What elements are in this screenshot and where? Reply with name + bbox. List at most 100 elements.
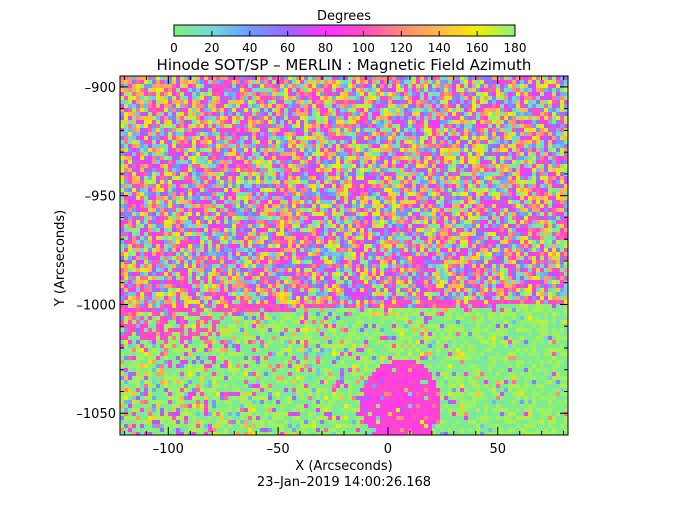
map-cell [140,156,144,160]
map-cell [360,164,364,168]
map-cell [504,244,508,248]
map-cell [544,216,548,220]
map-cell [400,92,404,96]
map-cell [200,88,204,92]
map-cell [204,112,208,116]
map-cell [124,248,128,252]
map-cell [376,84,380,88]
map-cell [124,180,128,184]
map-cell [380,236,384,240]
map-cell [248,236,252,240]
map-cell [484,188,488,192]
map-cell [436,140,440,144]
map-cell [428,244,432,248]
map-cell [464,184,468,188]
map-cell [488,128,492,132]
colorbar-tick: 80 [318,31,333,55]
map-cell [224,152,228,156]
map-cell [404,124,408,128]
map-cell [220,184,224,188]
map-cell [552,212,556,216]
map-cell [184,244,188,248]
map-cell [464,228,468,232]
map-cell [224,228,228,232]
map-cell [552,144,556,148]
map-cell [308,112,312,116]
map-cell [236,80,240,84]
map-cell [320,100,324,104]
map-cell [148,168,152,172]
map-cell [316,160,320,164]
map-cell [172,168,176,172]
map-cell [424,188,428,192]
map-cell [512,208,516,212]
map-cell [520,200,524,204]
map-cell [392,84,396,88]
map-cell [196,156,200,160]
map-cell [420,184,424,188]
map-cell [344,92,348,96]
map-cell [416,236,420,240]
map-cell [296,196,300,200]
map-cell [416,124,420,128]
map-cell [196,92,200,96]
map-cell [468,160,472,164]
map-cell [380,224,384,228]
map-cell [132,88,136,92]
map-cell [496,144,500,148]
map-cell [436,104,440,108]
map-cell [264,92,268,96]
map-cell [564,180,568,184]
colorbar-tick-label: 60 [280,41,295,55]
map-cell [524,184,528,188]
map-cell [360,132,364,136]
map-cell [240,136,244,140]
map-cell [348,160,352,164]
map-cell [552,180,556,184]
map-cell [156,80,160,84]
map-cell [260,164,264,168]
map-cell [164,156,168,160]
map-cell [448,164,452,168]
map-cell [236,124,240,128]
map-cell [520,116,524,120]
map-cell [204,236,208,240]
map-cell [172,80,176,84]
map-cell [340,96,344,100]
map-cell [404,108,408,112]
map-cell [400,196,404,200]
map-cell [484,160,488,164]
colorbar-tick-label: 120 [390,41,413,55]
map-cell [204,240,208,244]
map-cell [164,80,168,84]
map-cell [560,224,564,228]
map-cell [548,96,552,100]
map-cell [408,216,412,220]
map-cell [468,216,472,220]
map-cell [244,240,248,244]
map-cell [312,216,316,220]
map-cell [444,88,448,92]
map-cell [120,136,124,140]
map-cell [208,200,212,204]
map-cell [284,236,288,240]
map-cell [208,136,212,140]
map-cell [152,168,156,172]
map-cell [252,212,256,216]
map-cell [424,116,428,120]
map-cell [196,76,200,80]
map-cell [144,84,148,88]
map-cell [416,152,420,156]
map-cell [128,192,132,196]
map-cell [212,208,216,212]
map-cell [424,112,428,116]
map-cell [312,148,316,152]
map-cell [512,84,516,88]
map-cell [264,132,268,136]
map-cell [476,212,480,216]
map-cell [256,224,260,228]
map-cell [544,196,548,200]
map-cell [456,152,460,156]
map-cell [560,228,564,232]
map-cell [272,136,276,140]
